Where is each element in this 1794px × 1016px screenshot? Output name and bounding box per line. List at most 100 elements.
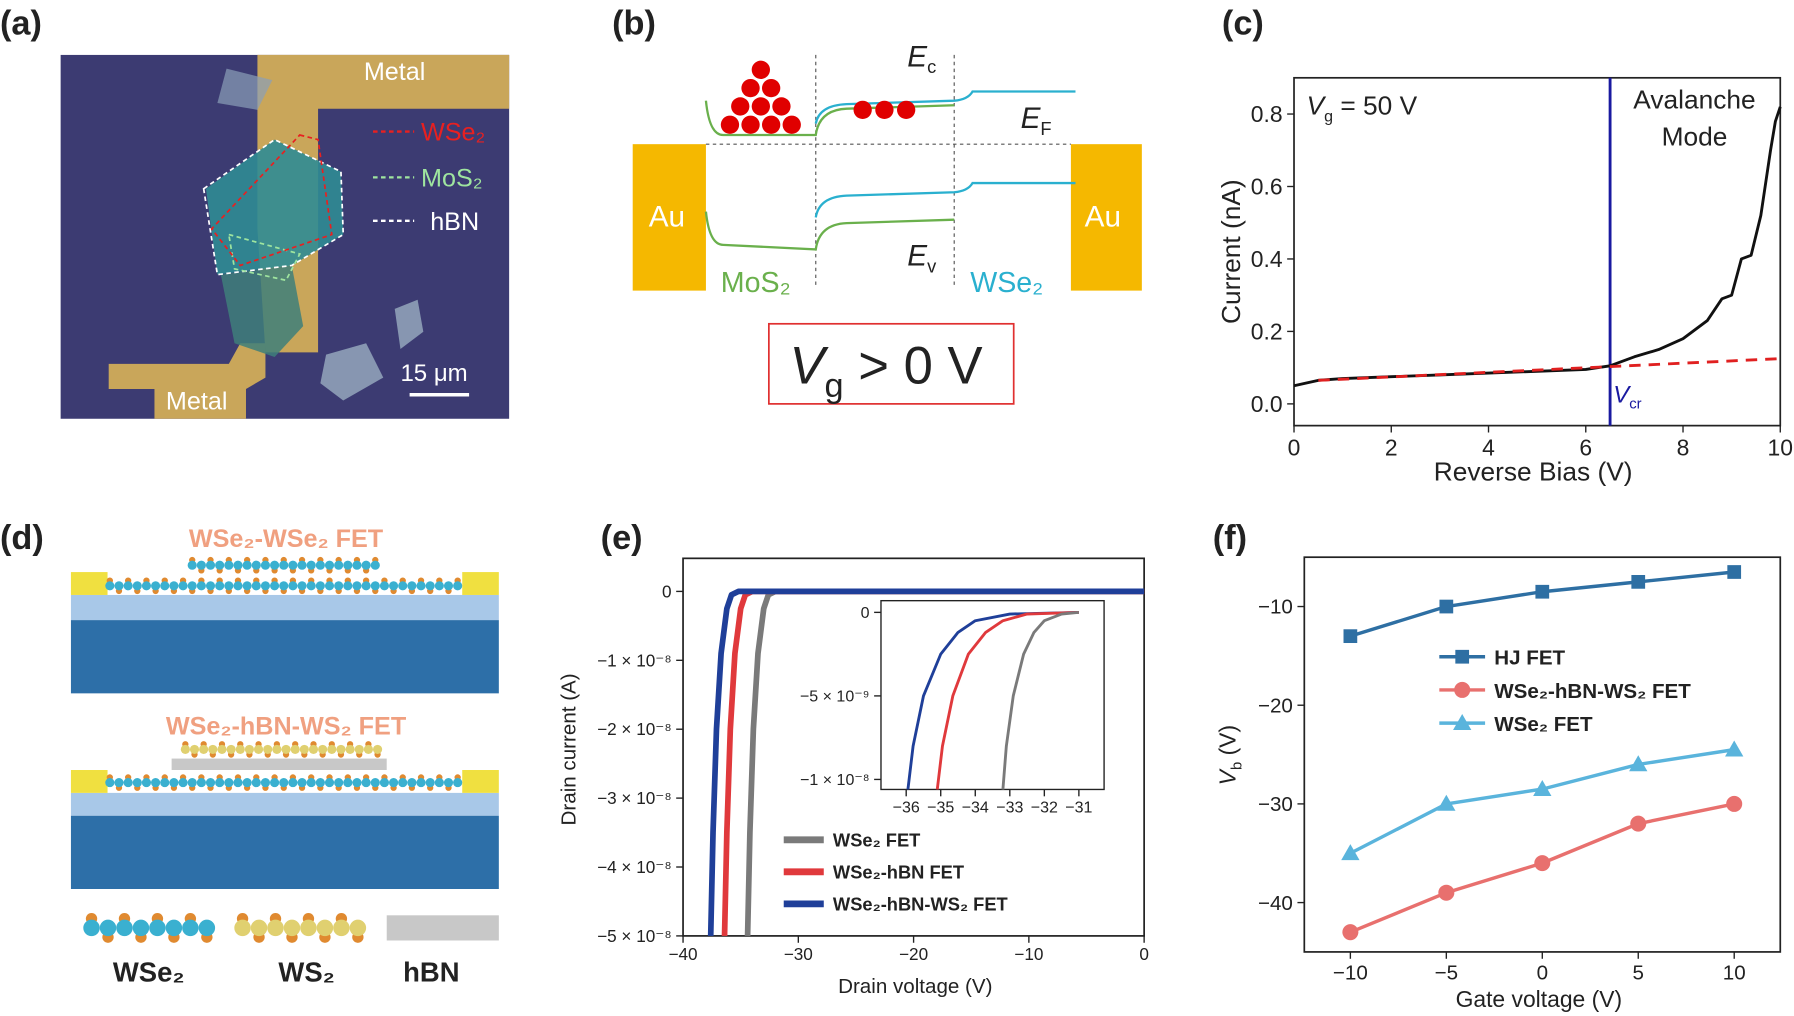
atom (370, 778, 380, 788)
atom (379, 778, 390, 788)
atom (416, 778, 426, 788)
atom (217, 744, 227, 754)
marker (1534, 855, 1551, 872)
atom (300, 919, 317, 937)
level-label: Ec (907, 40, 936, 77)
atom (434, 581, 444, 591)
x-tick-label: −35 (927, 799, 954, 816)
ann-rest: = 50 V (1333, 90, 1418, 120)
y-tick-label: 0.4 (1251, 246, 1283, 272)
atom (324, 581, 335, 591)
atom (270, 581, 280, 591)
atom (281, 744, 291, 754)
y-tick-label: 0.0 (1251, 391, 1283, 417)
legend-label: WSe₂-hBN-WS₂ FET (1494, 680, 1691, 703)
atom (270, 778, 280, 788)
x-axis-label: Drain voltage (V) (838, 975, 992, 998)
atom (389, 581, 399, 591)
marker (1437, 794, 1456, 811)
atom (279, 778, 289, 788)
level-sub: v (927, 255, 937, 276)
atom (361, 778, 371, 788)
atom (83, 919, 100, 937)
y-tick-label: −1 × 10⁻⁸ (597, 650, 672, 670)
dielectric (70, 792, 499, 816)
electrons (720, 60, 916, 134)
series-line (906, 610, 1079, 790)
x-tick-label: 10 (1723, 961, 1746, 984)
atom (182, 919, 199, 937)
material-label: hBN (403, 957, 459, 988)
marker (1726, 795, 1743, 812)
atom (196, 581, 206, 591)
legend-label: MoS₂ (421, 164, 483, 192)
atom (235, 744, 245, 754)
atom (453, 581, 463, 591)
atom (205, 560, 216, 570)
contact-label: Au (1085, 201, 1121, 234)
atom (189, 744, 200, 754)
y-tick-label: 0.6 (1251, 174, 1283, 200)
atom (165, 919, 183, 937)
atom (343, 778, 353, 788)
flake (394, 299, 424, 349)
ylabel-base: V (1215, 767, 1241, 785)
atom (288, 778, 298, 788)
level-base: E (907, 239, 928, 272)
atom (453, 778, 463, 788)
y-tick-label: 0.8 (1251, 101, 1283, 127)
atom (372, 744, 383, 754)
x-tick-label: 5 (1633, 961, 1644, 984)
device-title: WSe₂-WSe₂ FET (189, 525, 384, 553)
panel-label: (d) (0, 519, 44, 557)
y-tick-label: 0 (861, 605, 870, 622)
annotation: Vcr (1613, 382, 1641, 413)
atom (267, 919, 284, 937)
atom (208, 744, 218, 754)
level-base: E (907, 40, 928, 73)
x-tick-label: 8 (1677, 434, 1690, 460)
ann-base: V (1613, 382, 1631, 409)
atom (116, 919, 133, 937)
atom (160, 778, 170, 788)
atom (123, 581, 133, 591)
electrode (462, 572, 499, 595)
cond-base: V (789, 336, 829, 395)
atom (398, 778, 408, 788)
atom (272, 744, 282, 754)
ann-sub: cr (1629, 396, 1641, 412)
marker (1455, 649, 1470, 664)
atom (196, 778, 206, 788)
scale-label: 15 μm (400, 360, 467, 387)
series-line (1001, 610, 1080, 790)
atom (123, 778, 133, 788)
atom (299, 744, 309, 754)
atom (151, 778, 161, 788)
atom (114, 778, 124, 788)
marker (1343, 629, 1358, 644)
label: Metal (166, 388, 228, 416)
x-tick-label: −5 (1435, 961, 1458, 984)
atom (151, 581, 161, 591)
atom (196, 560, 206, 570)
atom (352, 560, 362, 570)
atom (334, 560, 344, 570)
y-tick-label: −30 (1258, 793, 1293, 816)
y-tick-label: −40 (1258, 892, 1293, 915)
atom (233, 778, 243, 788)
atom (407, 581, 417, 591)
x-tick-label: −34 (962, 799, 989, 816)
y-tick-label: −1 × 10⁻⁸ (800, 772, 869, 789)
atom (370, 560, 380, 570)
atom (315, 560, 325, 570)
electrode (70, 770, 108, 793)
panel-label: (b) (612, 4, 656, 42)
plot-frame (1293, 76, 1782, 427)
level-label: EF (1021, 102, 1052, 139)
atom (233, 560, 243, 570)
atom (443, 778, 454, 788)
atom (199, 744, 209, 754)
atom (215, 560, 225, 570)
ann-base: V (1307, 90, 1327, 120)
